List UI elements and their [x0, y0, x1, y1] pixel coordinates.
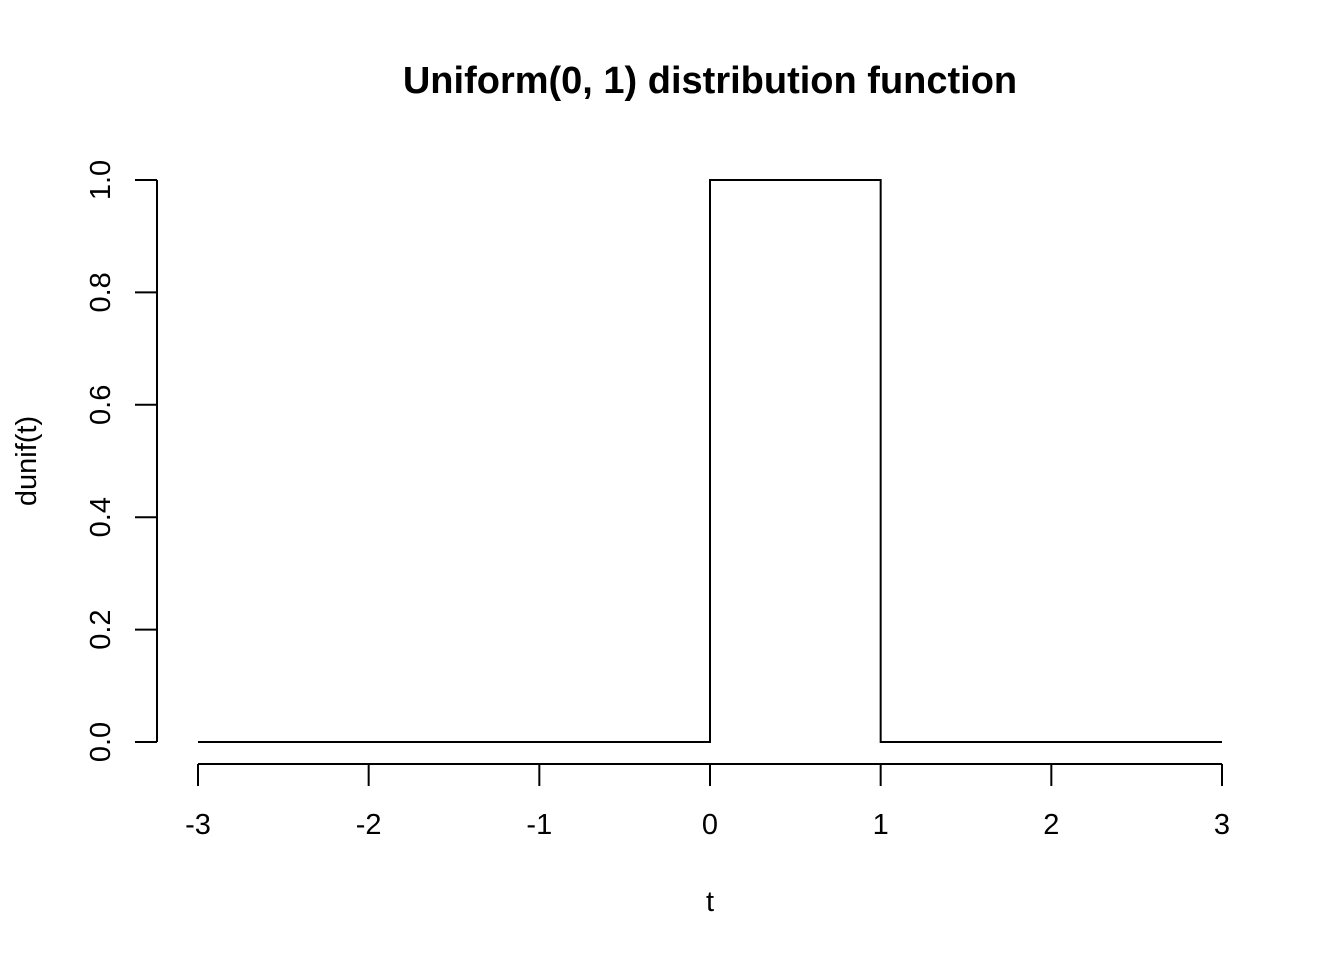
y-axis-label: dunif(t)	[11, 416, 43, 506]
y-tick-label: 0.6	[85, 385, 117, 425]
y-tick-label: 1.0	[85, 160, 117, 200]
series-line	[198, 179, 1222, 743]
y-tick-label: 0.2	[85, 609, 117, 649]
x-tick-label: 0	[702, 809, 718, 841]
x-tick-label: 2	[1043, 809, 1059, 841]
y-axis: 0.0 0.2 0.4 0.6 0.8 1.0	[85, 160, 158, 762]
y-tick-label: 0.4	[85, 497, 117, 537]
x-axis-label: t	[706, 886, 714, 918]
x-tick-label: -2	[356, 809, 382, 841]
y-tick-label: 0.0	[85, 722, 117, 762]
x-axis: -3 -2 -1 0 1 2 3	[185, 763, 1230, 841]
y-tick-label: 0.8	[85, 272, 117, 312]
x-tick-label: 1	[873, 809, 889, 841]
x-tick-label: -1	[526, 809, 552, 841]
series-layer	[198, 179, 1222, 743]
chart-title: Uniform(0, 1) distribution function	[403, 60, 1017, 102]
x-tick-label: 3	[1214, 809, 1230, 841]
x-tick-label: -3	[185, 809, 211, 841]
